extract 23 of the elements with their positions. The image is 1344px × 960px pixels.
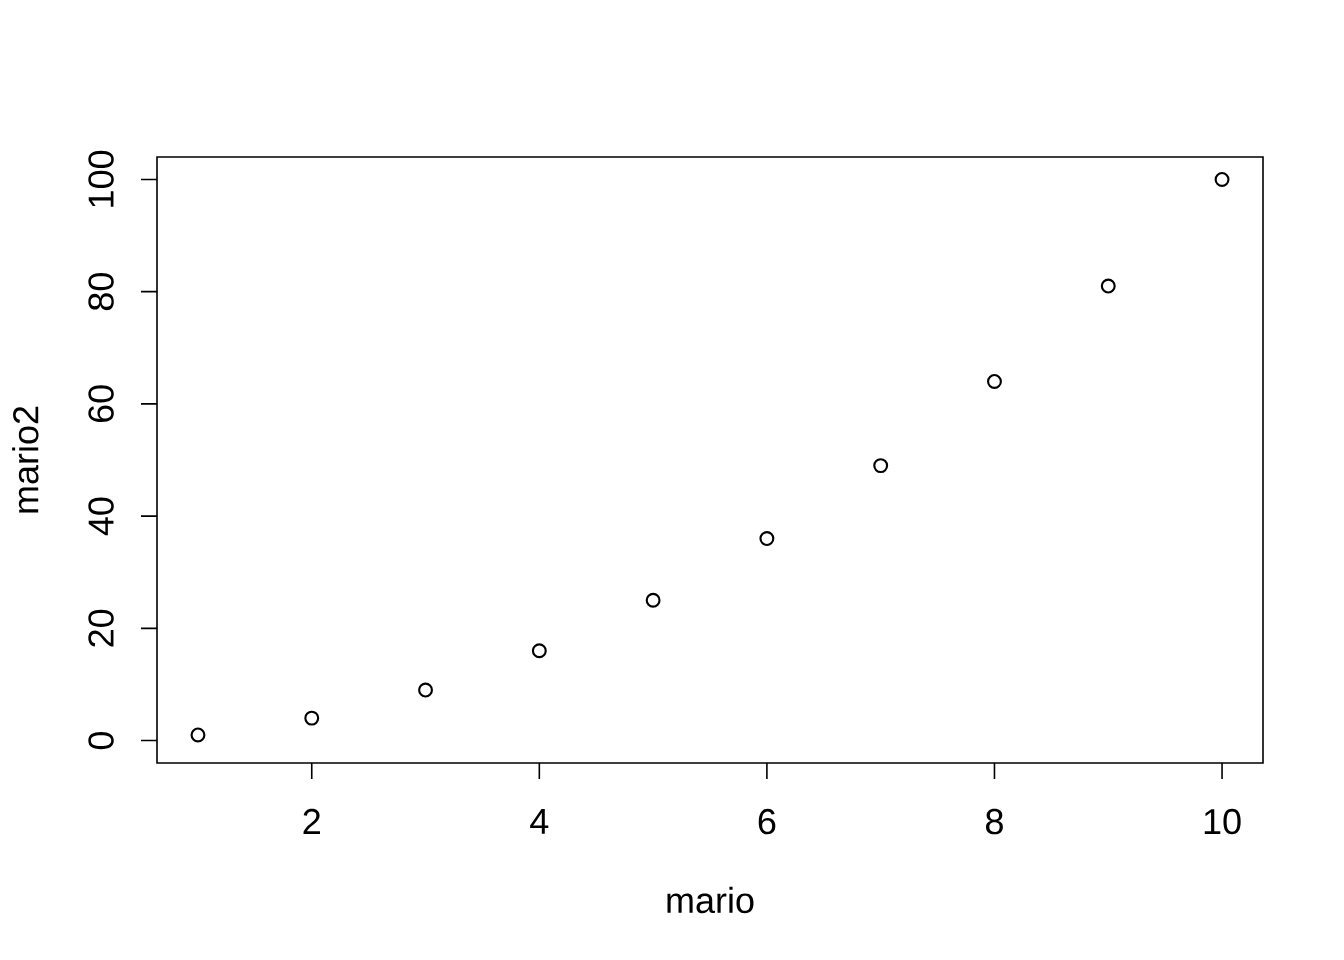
y-tick-label: 20 bbox=[88, 609, 114, 647]
y-tick-label: 40 bbox=[88, 497, 114, 536]
x-tick-label: 10 bbox=[1204, 808, 1241, 835]
y-tick-label: 100 bbox=[88, 150, 114, 207]
point bbox=[987, 373, 1002, 389]
point bbox=[304, 710, 320, 726]
y-tick-label: 60 bbox=[88, 385, 114, 423]
point bbox=[418, 682, 434, 698]
point bbox=[190, 727, 206, 743]
y-tick-label: 0 bbox=[88, 731, 114, 750]
y-axis-title: mario2 bbox=[12, 406, 39, 513]
point bbox=[759, 531, 775, 547]
point bbox=[1100, 278, 1116, 294]
x-tick-label: 8 bbox=[986, 808, 1003, 835]
y-tick-label: 80 bbox=[88, 273, 114, 311]
point bbox=[531, 643, 547, 659]
point bbox=[873, 458, 889, 474]
x-axis-title: mario bbox=[667, 886, 754, 914]
point bbox=[1214, 171, 1230, 187]
x-tick-label: 4 bbox=[530, 808, 549, 834]
x-tick-label: 2 bbox=[303, 808, 320, 835]
x-tick-label: 6 bbox=[758, 808, 776, 835]
point bbox=[645, 592, 661, 608]
